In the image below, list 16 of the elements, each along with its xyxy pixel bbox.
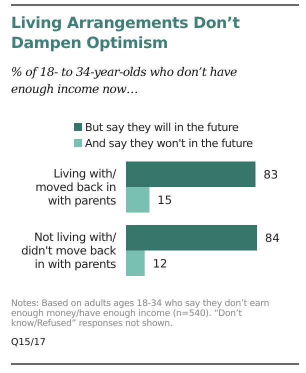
bar bbox=[126, 250, 145, 276]
y-tick-label: Living with/ moved back in with parents bbox=[35, 166, 116, 208]
data-label: 84 bbox=[265, 230, 280, 245]
data-label: 15 bbox=[157, 192, 172, 207]
chart-title: Living Arrangements Don’t Dampen Optimism bbox=[11, 14, 240, 52]
data-label: 12 bbox=[152, 256, 168, 270]
text: Q15/17 bbox=[11, 337, 46, 348]
bar bbox=[126, 225, 257, 250]
chart-subtitle: % of 18- to 34-year-olds who don’t have enough income now… bbox=[11, 65, 238, 96]
legend-label: And say they won't in the future bbox=[85, 137, 254, 150]
data-label: 83 bbox=[263, 167, 278, 182]
legend-label: But say they will in the future bbox=[85, 121, 240, 134]
y-tick-label: Not living with/ didn't move back in with parents bbox=[21, 230, 117, 271]
bar bbox=[126, 162, 256, 187]
text: Notes: Based on adults ages 18-34 who say they don’t earn enough money/have enough income (n=540). “Don’t know/Refused” responses not shown. bbox=[11, 299, 270, 329]
bar bbox=[126, 187, 150, 212]
